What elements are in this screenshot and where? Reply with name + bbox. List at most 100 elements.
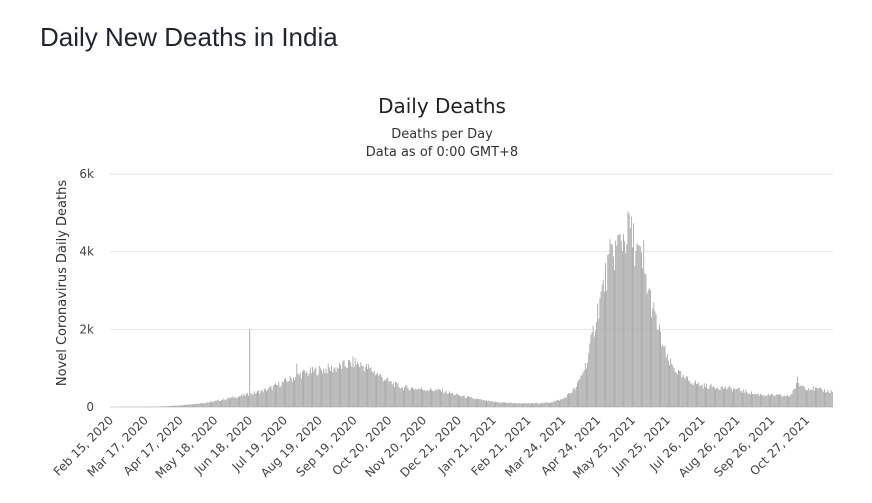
- bar: [520, 403, 522, 407]
- bar: [241, 394, 243, 407]
- bar: [642, 268, 644, 407]
- bar: [684, 378, 686, 407]
- bar: [203, 403, 205, 407]
- bar: [705, 386, 706, 407]
- bar: [803, 386, 805, 407]
- bar: [467, 396, 468, 407]
- bar: [756, 394, 758, 407]
- bar: [436, 390, 438, 407]
- bar: [639, 246, 641, 407]
- bar: [590, 335, 592, 407]
- bar: [406, 385, 408, 407]
- bar: [246, 392, 248, 407]
- bar: [666, 354, 668, 407]
- bar: [564, 397, 566, 407]
- bar: [317, 374, 319, 407]
- bar: [295, 376, 297, 407]
- bar: [600, 291, 602, 407]
- bar: [286, 380, 288, 407]
- bar: [261, 389, 263, 407]
- bar: [781, 396, 783, 407]
- bar: [426, 390, 428, 407]
- bar: [222, 400, 224, 407]
- bar: [824, 389, 825, 407]
- bar: [459, 395, 461, 407]
- bar: [773, 395, 775, 407]
- bar: [416, 389, 418, 407]
- bar: [374, 375, 376, 407]
- bar: [449, 391, 450, 407]
- bar: [417, 388, 419, 407]
- bar: [685, 376, 687, 407]
- bar: [360, 362, 362, 407]
- bar: [532, 403, 533, 407]
- bar: [534, 402, 536, 407]
- bar: [185, 404, 187, 407]
- bar: [275, 383, 276, 407]
- bar: [790, 394, 792, 407]
- x-tick-label: Mar 17, 2020: [85, 413, 151, 479]
- bar: [543, 403, 545, 407]
- bar: [441, 391, 443, 407]
- bar: [479, 399, 481, 407]
- bar: [510, 402, 512, 407]
- bar: [667, 360, 669, 407]
- bar: [277, 384, 279, 407]
- bar: [687, 376, 688, 407]
- x-tick-label: Aug 26, 2021: [676, 413, 743, 480]
- bar: [234, 396, 236, 407]
- bar: [544, 402, 546, 407]
- bar: [581, 375, 583, 407]
- bar: [524, 403, 526, 407]
- bar: [400, 388, 402, 407]
- bar: [588, 353, 590, 407]
- bar: [282, 382, 284, 407]
- bar: [807, 390, 809, 407]
- bar: [227, 397, 229, 407]
- bar: [373, 370, 375, 407]
- bar: [271, 389, 273, 407]
- bar: [573, 387, 575, 407]
- bar: [707, 388, 709, 407]
- bar: [591, 332, 593, 407]
- bar: [169, 405, 171, 407]
- bar: [752, 393, 754, 407]
- bar: [762, 395, 764, 407]
- bar: [761, 395, 763, 407]
- bar: [328, 367, 330, 407]
- bar: [611, 244, 613, 407]
- bar: [819, 387, 821, 407]
- bar: [379, 374, 381, 407]
- bar: [548, 402, 550, 407]
- bar: [207, 402, 209, 407]
- bar: [414, 389, 416, 407]
- bar: [830, 390, 832, 407]
- bar: [199, 403, 201, 407]
- bar: [637, 245, 639, 407]
- bar: [313, 371, 315, 407]
- bar: [596, 322, 597, 407]
- bar: [473, 398, 475, 407]
- bar: [714, 387, 715, 407]
- bar: [293, 377, 294, 407]
- bar: [166, 406, 168, 407]
- bar: [455, 393, 457, 407]
- bar: [489, 401, 491, 407]
- bar: [301, 371, 303, 407]
- bar: [749, 394, 751, 407]
- bar: [730, 388, 732, 407]
- bar: [244, 395, 246, 407]
- bar: [509, 402, 511, 407]
- bar: [726, 389, 728, 407]
- bar: [777, 394, 779, 407]
- bar: [491, 401, 493, 407]
- bar: [447, 393, 449, 407]
- bar: [580, 375, 582, 407]
- bar: [624, 241, 626, 407]
- bar: [229, 398, 230, 407]
- bar: [783, 395, 785, 407]
- bar: [339, 362, 340, 407]
- bar: [502, 402, 504, 407]
- bar: [810, 389, 812, 407]
- bar: [724, 388, 725, 407]
